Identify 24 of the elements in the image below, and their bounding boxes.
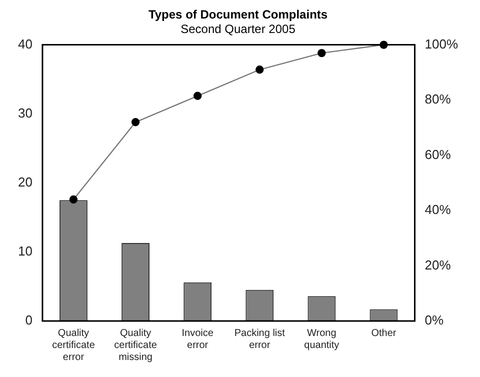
x-tick-label: Invoice error bbox=[182, 328, 214, 351]
y2-tick-label: 0% bbox=[424, 312, 444, 328]
x-tick-label: Quality certificate error bbox=[52, 328, 96, 363]
y2-tick-label: 80% bbox=[424, 92, 452, 107]
x-tick-label: Other bbox=[371, 328, 397, 339]
y2-tick-label: 20% bbox=[424, 257, 452, 272]
y-tick-label: 0 bbox=[25, 312, 32, 328]
point bbox=[131, 118, 140, 126]
x-tick-label: Packing list error bbox=[234, 328, 286, 351]
y-tick-label: 30 bbox=[18, 105, 32, 120]
y-tick-label: 40 bbox=[18, 36, 32, 52]
x-tick-label: Quality certificate missing bbox=[114, 328, 158, 363]
point bbox=[69, 195, 78, 204]
y-tick-label: 20 bbox=[18, 174, 32, 190]
chart-subtitle: Second Quarter 2005 bbox=[180, 22, 296, 36]
chart-title: Types of Document Complaints bbox=[148, 8, 328, 22]
x-tick-label: Wrong quantity bbox=[304, 328, 340, 351]
y2-tick-label: 100% bbox=[424, 36, 458, 52]
y2-tick-label: 40% bbox=[424, 202, 452, 218]
point bbox=[256, 66, 264, 74]
y2-tick-label: 60% bbox=[424, 146, 452, 162]
point bbox=[318, 48, 326, 58]
point bbox=[193, 92, 202, 100]
y-tick-label: 10 bbox=[18, 244, 32, 259]
